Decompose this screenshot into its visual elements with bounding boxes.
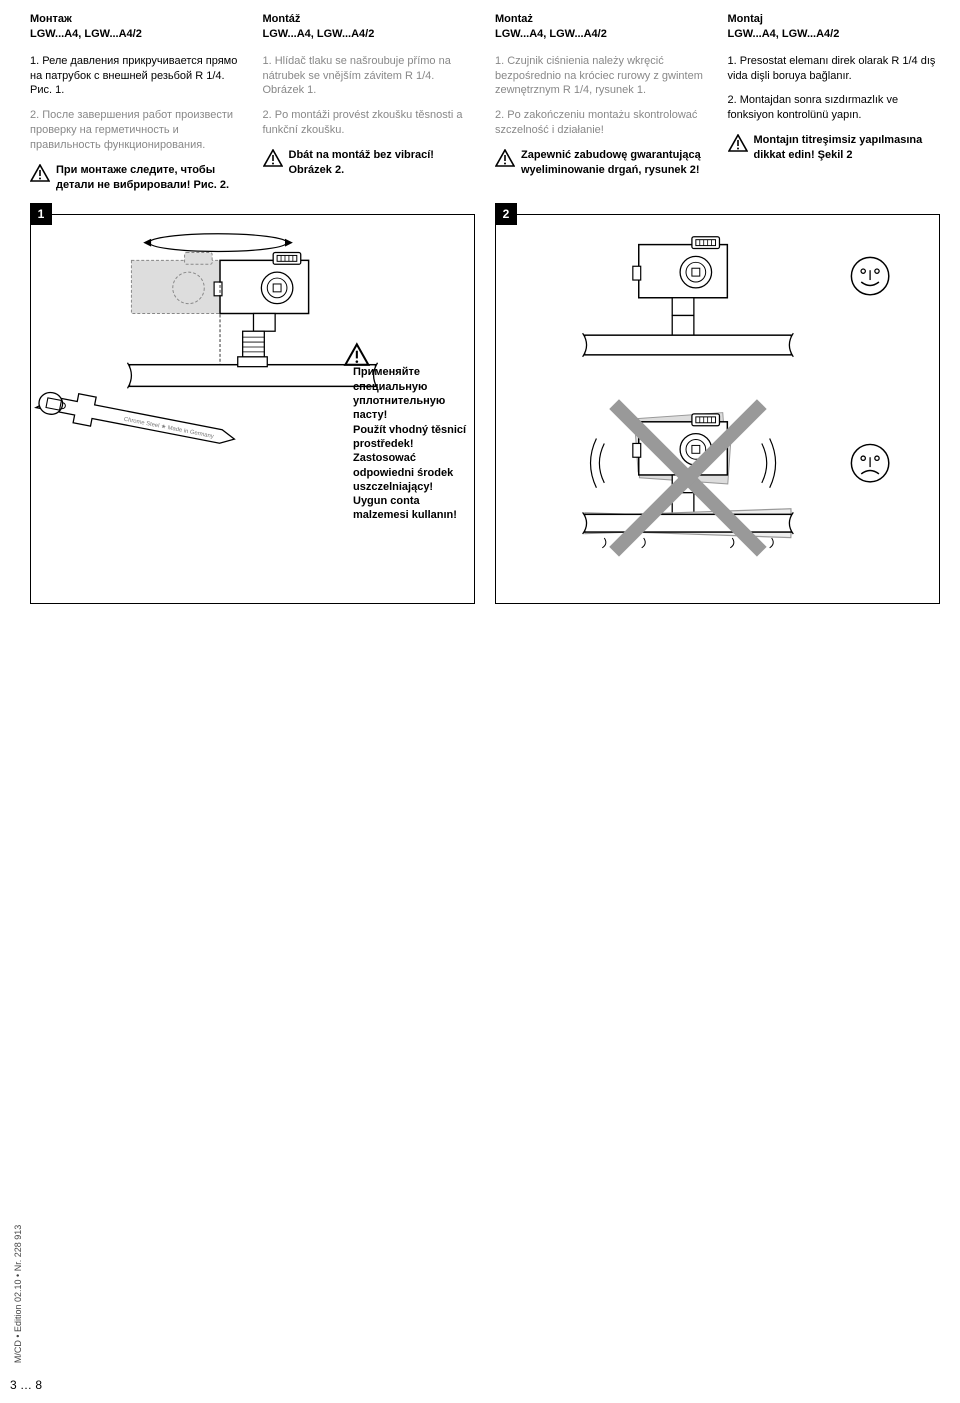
col-cz: Montáž LGW...A4, LGW...A4/2 1. Hlídač tl… <box>263 12 476 192</box>
col-title: Montaż LGW...A4, LGW...A4/2 <box>495 12 708 42</box>
figure-1-label: 1 <box>30 203 52 225</box>
step1: 1. Czujnik ciśnienia należy wkręcić bezp… <box>495 54 708 99</box>
title-line1: Монтаж <box>30 12 243 27</box>
title-line2: LGW...A4, LGW...A4/2 <box>263 27 476 42</box>
step2: 2. После завершения работ произвести про… <box>30 108 243 153</box>
title-line2: LGW...A4, LGW...A4/2 <box>728 27 941 42</box>
figure-1: 1 <box>30 214 475 604</box>
warning-icon <box>728 134 748 152</box>
title-line1: Montaż <box>495 12 708 27</box>
warning: Dbát na montáž bez vibrací! Obrázek 2. <box>263 148 476 178</box>
figure-2-label: 2 <box>495 203 517 225</box>
warning-text: Montajın titreşimsiz yapılmasına dikkat … <box>754 133 941 163</box>
step1: 1. Реле давления прикручивается прямо на… <box>30 54 243 99</box>
warning-icon <box>263 149 283 167</box>
sealant-text: Применяйте специальную уплотнительную па… <box>353 365 473 522</box>
footer-edition: M/CD • Edition 02.10 • Nr. 228 913 <box>12 1225 24 1363</box>
step2: 2. Po zakończeniu montażu skontrolować s… <box>495 108 708 138</box>
warning: При монтаже следите, чтобы детали не виб… <box>30 163 243 193</box>
col-pl: Montaż LGW...A4, LGW...A4/2 1. Czujnik c… <box>495 12 708 192</box>
step2: 2. Po montáži provést zkoušku těsnosti a… <box>263 108 476 138</box>
col-ru: Монтаж LGW...A4, LGW...A4/2 1. Реле давл… <box>30 12 243 192</box>
title-line2: LGW...A4, LGW...A4/2 <box>30 27 243 42</box>
warning-icon <box>495 149 515 167</box>
figure-2: 2 <box>495 214 940 604</box>
warning-icon <box>30 164 50 182</box>
step1: 1. Presostat elemanı direk olarak R 1/4 … <box>728 54 941 84</box>
footer-page: 3 … 8 <box>10 1377 42 1393</box>
figures-row: 1 <box>30 214 940 604</box>
step1: 1. Hlídač tlaku se našroubuje přímo na n… <box>263 54 476 99</box>
title-line1: Montáž <box>263 12 476 27</box>
warning: Montajın titreşimsiz yapılmasına dikkat … <box>728 133 941 163</box>
text-columns: Монтаж LGW...A4, LGW...A4/2 1. Реле давл… <box>30 12 940 192</box>
warning-text: Dbát na montáž bez vibrací! Obrázek 2. <box>289 148 476 178</box>
step2: 2. Montajdan sonra sızdırmazlık ve fonks… <box>728 93 941 123</box>
footer: M/CD • Edition 02.10 • Nr. 228 913 3 … 8 <box>10 1377 42 1393</box>
sealant-body: Применяйте специальную уплотнительную па… <box>353 366 466 521</box>
title-line2: LGW...A4, LGW...A4/2 <box>495 27 708 42</box>
col-tr: Montaj LGW...A4, LGW...A4/2 1. Presostat… <box>728 12 941 192</box>
title-line1: Montaj <box>728 12 941 27</box>
col-title: Монтаж LGW...A4, LGW...A4/2 <box>30 12 243 42</box>
warning-text: Zapewnić zabudowę gwarantującą wyelimino… <box>521 148 708 178</box>
figure-2-svg <box>496 215 939 603</box>
col-title: Montáž LGW...A4, LGW...A4/2 <box>263 12 476 42</box>
warning-text: При монтаже следите, чтобы детали не виб… <box>56 163 243 193</box>
col-title: Montaj LGW...A4, LGW...A4/2 <box>728 12 941 42</box>
warning: Zapewnić zabudowę gwarantującą wyelimino… <box>495 148 708 178</box>
